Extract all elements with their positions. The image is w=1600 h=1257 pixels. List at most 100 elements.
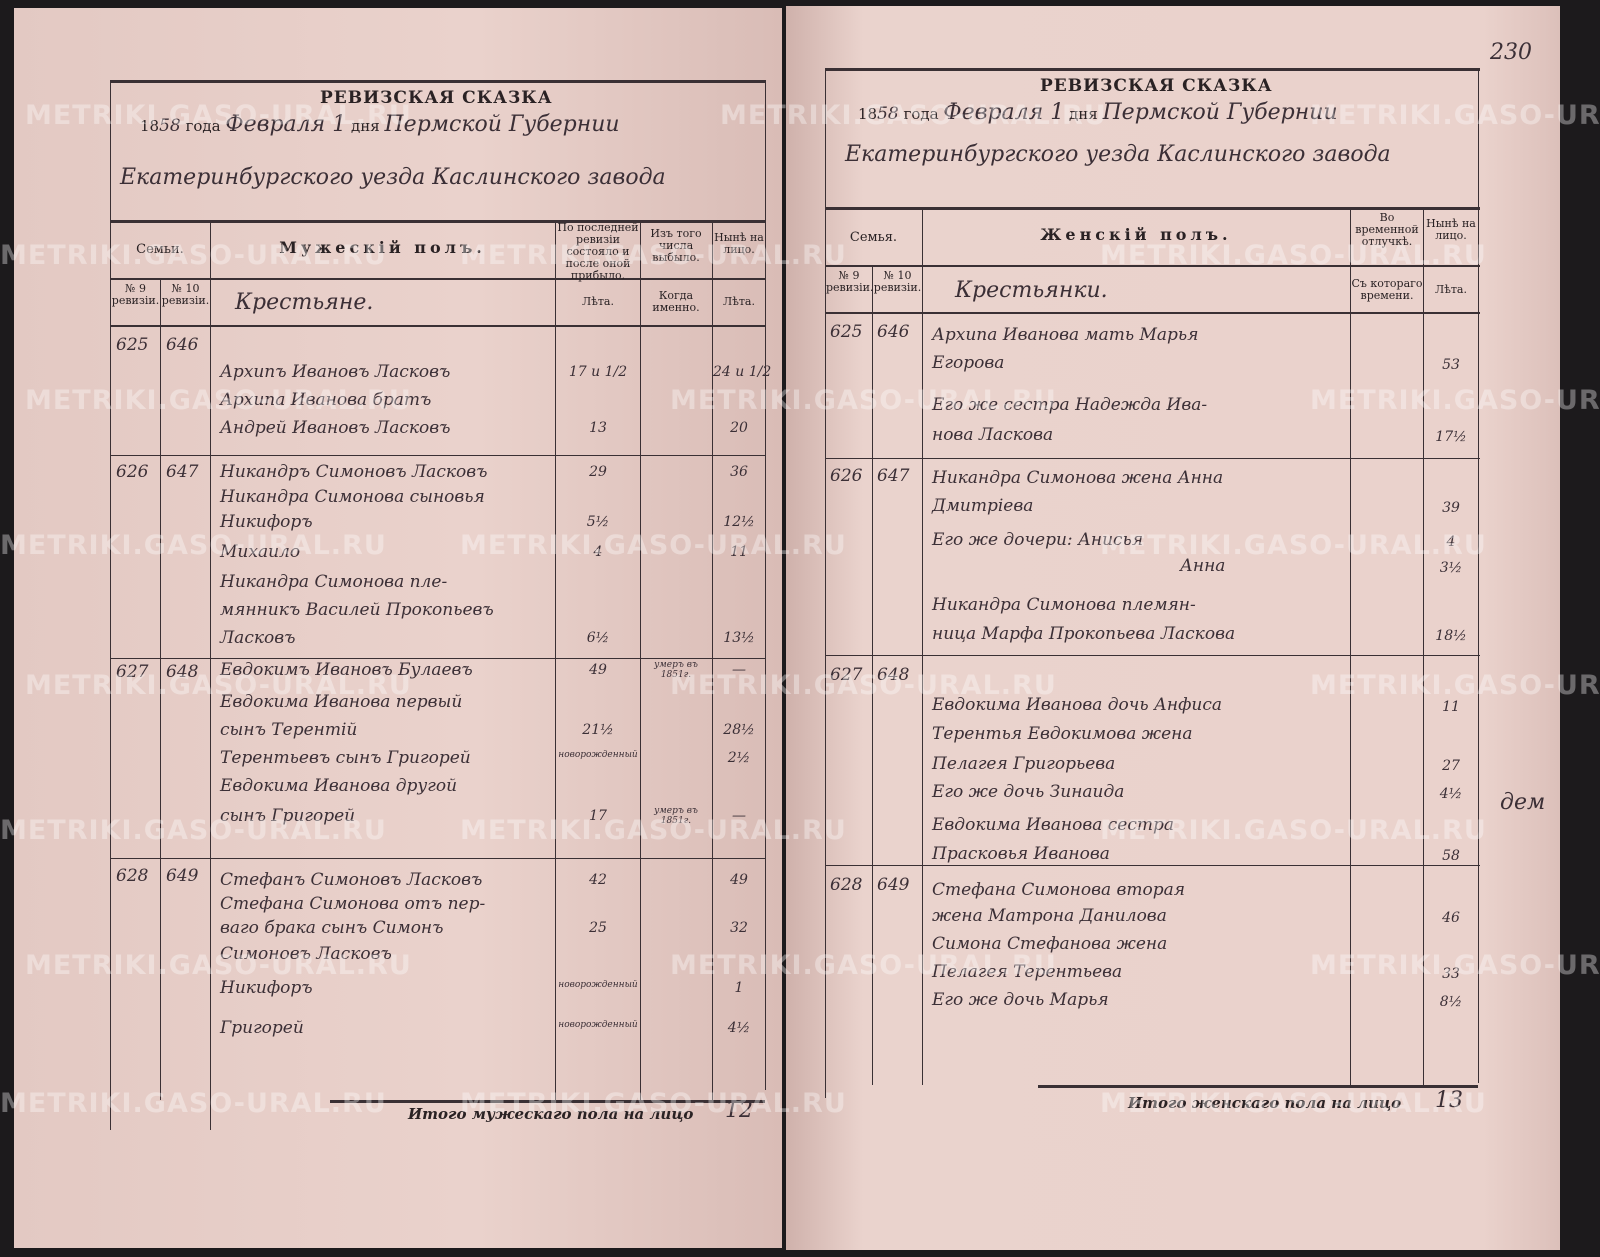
entry-now: 13½ — [723, 630, 755, 646]
left-page — [14, 8, 782, 1248]
year-hand: 58 — [877, 104, 899, 124]
entry-now: 3½ — [1439, 560, 1463, 576]
entry-name: Стефана Симонова вторая — [932, 880, 1186, 900]
entry-name: Евдокима Иванова первый — [220, 692, 463, 712]
header-now: Нынѣ на лицо. — [1426, 217, 1476, 242]
entry-now: 32 — [730, 920, 748, 936]
year-hand: 58 — [159, 116, 181, 136]
family-rev9: 626 — [830, 466, 863, 486]
watermark: METRIKI.GASO-URAL.RU — [1310, 100, 1600, 131]
entry-age: 29 — [589, 464, 607, 480]
family-rev9: 627 — [116, 662, 149, 682]
entry-name: Никандра Симонова сыновья — [220, 487, 485, 507]
header-years-now: Лѣта. — [723, 295, 755, 308]
entry-name: Никифоръ — [220, 512, 313, 532]
page-number: 230 — [1490, 40, 1532, 65]
header-since: Съ котораго времени. — [1351, 277, 1423, 302]
entry-now: 46 — [1442, 910, 1460, 926]
form-title: РЕВИЗСКАЯ СКАЗКА — [1040, 76, 1273, 96]
family-rev10: 649 — [877, 875, 910, 895]
day-word: дня — [1069, 105, 1098, 123]
watermark: METRIKI.GASO-URAL.RU — [1100, 530, 1487, 561]
entry-name: Стефанъ Симоновъ Ласковъ — [220, 870, 483, 890]
entry-age: 25 — [589, 920, 607, 936]
province: Пермской Губернии — [1102, 100, 1338, 125]
watermark: METRIKI.GASO-URAL.RU — [25, 385, 412, 416]
entry-now: 11 — [1442, 699, 1460, 715]
district-line: Екатеринбургского уезда Каслинского заво… — [845, 142, 1391, 167]
entry-name: мянникъ Василей Прокопьевъ — [220, 600, 494, 620]
right-page — [786, 6, 1560, 1250]
entry-now: 33 — [1442, 966, 1460, 982]
entry-now: 4½ — [1439, 786, 1463, 802]
entry-name: Никандра Симонова пле- — [220, 572, 448, 592]
entry-name: Архипа Иванова братъ — [220, 390, 432, 410]
year-prefix: 18 — [858, 105, 878, 123]
entry-now: 2½ — [727, 750, 751, 766]
year-word: года — [185, 117, 221, 135]
entry-name: Никандръ Симоновъ Ласковъ — [220, 462, 488, 482]
entry-name: Евдокимъ Ивановъ Булаевъ — [220, 660, 473, 680]
entry-now: 24 и 1/2 — [713, 364, 772, 380]
header-estate: Крестьяне. — [235, 290, 374, 315]
entry-name: Архипа Иванова мать Марья — [932, 325, 1199, 345]
entry-name: жена Матрона Данилова — [932, 906, 1167, 926]
entry-now: 20 — [730, 420, 748, 436]
header-estate: Крестьянки. — [955, 278, 1108, 303]
entry-age: 5½ — [586, 514, 610, 530]
day-word: дня — [351, 117, 380, 135]
entry-name: Стефана Симонова отъ пер- — [220, 894, 486, 914]
entry-name: ница Марфа Прокопьева Ласкова — [932, 624, 1236, 644]
family-rev9: 625 — [116, 335, 149, 355]
total-value: 13 — [1435, 1088, 1463, 1113]
entry-name: Дмитріева — [932, 496, 1034, 516]
header-last-revision: По последней ревизіи состояло и после он… — [557, 221, 639, 282]
entry-name: Андрей Ивановъ Ласковъ — [220, 418, 451, 438]
entry-name: нова Ласкова — [932, 425, 1054, 445]
family-rev10: 647 — [166, 462, 199, 482]
month: Февраля 1 — [943, 100, 1065, 125]
entry-now: 4½ — [727, 1020, 751, 1036]
entry-age: новорожденный — [558, 980, 638, 990]
entry-name: Его же дочери: Анисья — [932, 530, 1144, 550]
watermark: METRIKI.GASO-URAL.RU — [670, 385, 1057, 416]
watermark: METRIKI.GASO-URAL.RU — [0, 1088, 387, 1119]
family-rev9: 628 — [830, 875, 863, 895]
entry-age: 6½ — [586, 630, 610, 646]
header-rev10: № 10 ревизіи. — [161, 282, 210, 307]
entry-now: 27 — [1442, 758, 1460, 774]
entry-when: умеръ въ 1851г. — [654, 806, 698, 826]
date-line: 1858 года Февраля 1 дня Пермской Губерни… — [140, 112, 620, 137]
watermark: METRIKI.GASO-URAL.RU — [0, 530, 387, 561]
entry-name: Терентья Евдокимова жена — [932, 724, 1193, 744]
watermark: METRIKI.GASO-URAL.RU — [25, 950, 412, 981]
watermark: METRIKI.GASO-URAL.RU — [670, 950, 1057, 981]
entry-now: 49 — [730, 872, 748, 888]
entry-name: Его же дочь Зинаида — [932, 782, 1125, 802]
family-rev9: 625 — [830, 322, 863, 342]
month: Февраля 1 — [225, 112, 347, 137]
family-rev9: 626 — [116, 462, 149, 482]
entry-age: 49 — [589, 662, 607, 678]
family-rev10: 648 — [166, 662, 199, 682]
entry-now: — — [732, 662, 746, 678]
header-rev10: № 10 ревизіи. — [873, 269, 922, 294]
entry-when: умеръ въ 1851г. — [654, 660, 698, 680]
entry-now: 39 — [1442, 500, 1460, 516]
header-when: Когда именно. — [652, 289, 700, 314]
total-label: Итого женскаго пола на лицо — [1128, 1094, 1402, 1112]
entry-now: 53 — [1442, 357, 1460, 373]
entry-now: 11 — [730, 544, 748, 560]
entry-name: сынъ Григорей — [220, 806, 356, 826]
family-rev10: 648 — [877, 665, 910, 685]
entry-now: 58 — [1442, 848, 1460, 864]
entry-name: Прасковья Иванова — [932, 844, 1110, 864]
entry-age: новорожденный — [558, 750, 638, 760]
total-value: 12 — [725, 1098, 753, 1123]
watermark: METRIKI.GASO-URAL.RU — [1100, 240, 1487, 271]
watermark: METRIKI.GASO-URAL.RU — [0, 240, 387, 271]
family-rev10: 646 — [166, 335, 199, 355]
watermark: METRIKI.GASO-URAL.RU — [670, 670, 1057, 701]
entry-name: Никандра Симонова жена Анна — [932, 468, 1224, 488]
entry-now: 12½ — [723, 514, 755, 530]
